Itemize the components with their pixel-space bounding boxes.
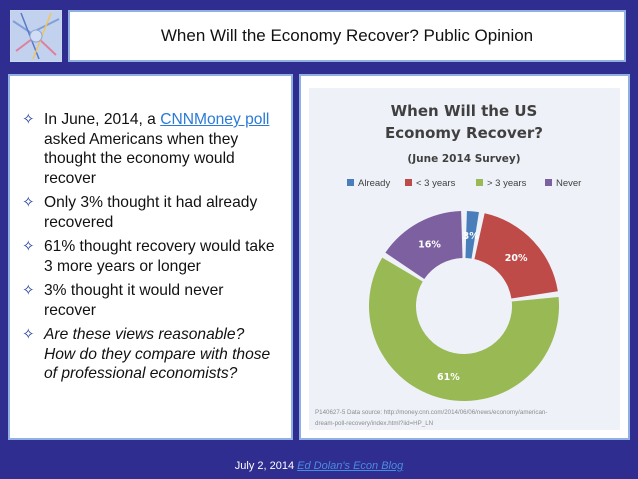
chart-image: When Will the US Economy Recover? (June 20… [309, 88, 620, 430]
star-bullet-icon: ✧ [22, 238, 35, 255]
chart-title-line: Economy Recover? [385, 124, 543, 142]
chart-subtitle: (June 2014 Survey) [407, 153, 520, 165]
bullets-panel: ✧ In June, 2014, a CNNMoney poll asked A… [8, 74, 293, 440]
donut-slice [369, 257, 559, 401]
chart-panel: When Will the US Economy Recover? (June 20… [299, 74, 630, 440]
bullet-text: 3% thought it would never recover [44, 282, 224, 319]
slice-data-label: 61% [437, 372, 460, 383]
legend-label: Already [358, 178, 390, 189]
legend-swatch [476, 179, 483, 186]
star-bullet-icon: ✧ [22, 282, 35, 299]
slice-data-label: 20% [505, 253, 528, 264]
donut-slice [465, 211, 479, 259]
slide-title: When Will the Economy Recover? Public Op… [160, 26, 534, 45]
chart-source-note: P140627-5 Data source: http://money.cnn.… [315, 409, 547, 416]
legend-label: < 3 years [416, 178, 456, 189]
legend-swatch [545, 179, 552, 186]
legend-label: > 3 years [487, 178, 527, 189]
chart-title-line: When Will the US [391, 102, 538, 120]
bullet-text: Only 3% thought it had already recovered [44, 194, 258, 231]
footer: July 2, 2014 Ed Dolan's Econ Blog [0, 460, 638, 472]
logo-image [10, 10, 62, 62]
legend-swatch [347, 179, 354, 186]
econ-blog-link[interactable]: Ed Dolan's Econ Blog [297, 460, 404, 472]
star-bullet-icon: ✧ [22, 111, 35, 128]
star-bullet-icon: ✧ [22, 194, 35, 211]
bullet-item: ✧ In June, 2014, a CNNMoney poll asked A… [22, 110, 279, 188]
bullet-item: ✧ 61% thought recovery would take 3 more… [22, 237, 279, 276]
star-bullet-icon: ✧ [22, 326, 35, 343]
bullet-text: Are these views reasonable? How do they … [44, 326, 271, 382]
legend-label: Never [556, 178, 581, 189]
bullet-text: In June, 2014, a CNNMoney poll asked Ame… [44, 110, 279, 188]
bullet-item: ✧ Only 3% thought it had already recover… [22, 193, 279, 232]
cnnmoney-poll-link[interactable]: CNNMoney poll [160, 111, 270, 128]
donut-slice [385, 211, 463, 280]
bullet-text-prefix: In June, 2014, a [44, 111, 161, 128]
donut-chart: When Will the US Economy Recover? (June 20… [315, 102, 581, 427]
bullet-item: ✧ 3% thought it would never recover [22, 281, 279, 320]
slice-data-label: 16% [418, 239, 441, 250]
donut-slice [474, 213, 558, 299]
bullet-text-suffix: asked Americans when they thought the ec… [44, 130, 239, 187]
chart-source-note: dream-poll-recovery/index.html?iid=HP_LN [315, 420, 433, 427]
legend-swatch [405, 179, 412, 186]
map-thumbnail-icon [11, 11, 61, 61]
title-bar: When Will the Economy Recover? Public Op… [68, 10, 626, 62]
footer-date: July 2, 2014 [234, 460, 295, 472]
slice-data-label: 3% [463, 231, 480, 242]
bullet-item: ✧ Are these views reasonable? How do the… [22, 325, 279, 384]
bullet-text: 61% thought recovery would take 3 more y… [44, 238, 275, 275]
